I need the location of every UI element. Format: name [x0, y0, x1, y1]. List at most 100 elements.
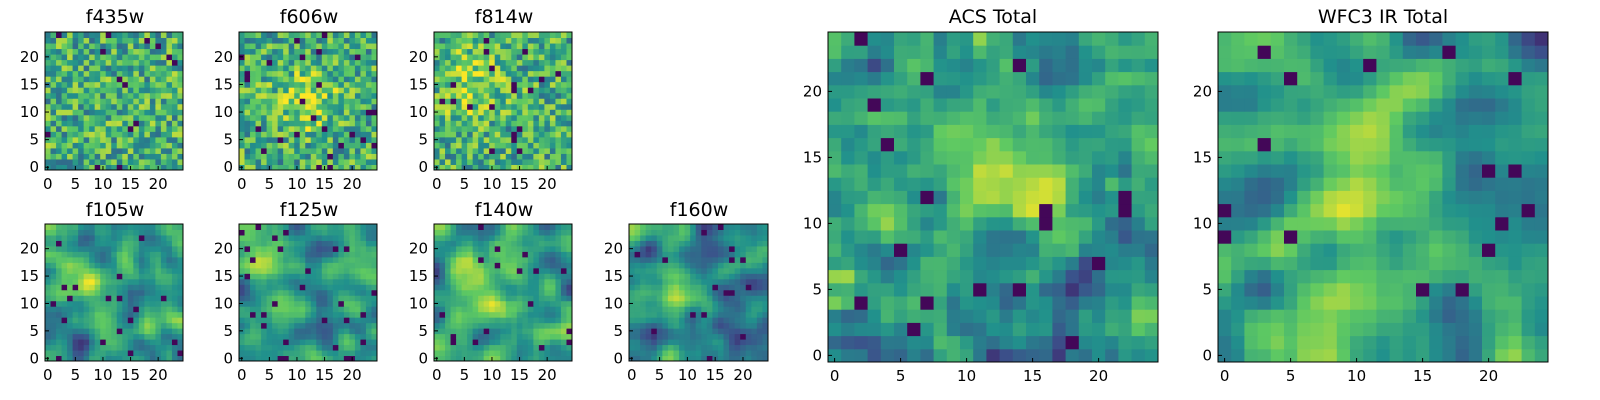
heatmap-cell [72, 256, 79, 263]
heatmap-cell [549, 54, 556, 61]
heatmap-cell [305, 311, 312, 318]
heatmap-cell [566, 76, 573, 83]
heatmap-cell [72, 278, 79, 285]
heatmap-cell [907, 164, 921, 178]
heatmap-cell [516, 103, 523, 110]
heatmap-cell [483, 234, 490, 241]
heatmap-cell [316, 251, 323, 258]
heatmap-cell [149, 328, 156, 335]
heatmap-cell [160, 76, 167, 83]
heatmap-cell [740, 306, 747, 313]
heatmap-cell [78, 153, 85, 160]
heatmap-cell [56, 120, 63, 127]
heatmap-cell [494, 158, 501, 165]
heatmap-cell [127, 43, 134, 50]
heatmap-cell [50, 267, 57, 274]
heatmap-cell [45, 92, 52, 99]
heatmap-cell [679, 344, 686, 351]
heatmap-cell [533, 234, 540, 241]
heatmap-cell [1144, 203, 1159, 218]
heatmap-cell [171, 103, 178, 110]
heatmap-cell [729, 234, 736, 241]
heatmap-cell [144, 43, 151, 50]
heatmap-cell [1065, 216, 1080, 231]
heatmap-cell [505, 65, 512, 72]
heatmap-cell [472, 87, 479, 94]
heatmap-cell [354, 322, 361, 329]
heatmap-cell [277, 328, 284, 335]
heatmap-cell [756, 355, 763, 362]
heatmap-cell [272, 295, 279, 302]
heatmap-cell [72, 344, 79, 351]
heatmap-cell [72, 240, 79, 247]
heatmap-cell [456, 306, 463, 313]
heatmap-cell [483, 147, 490, 154]
heatmap-cell [288, 114, 295, 121]
heatmap-cell [111, 43, 118, 50]
heatmap-cell [439, 240, 446, 247]
heatmap-cell [321, 240, 328, 247]
y-tick-label: 0 [418, 158, 428, 176]
heatmap-cell [478, 339, 485, 346]
heatmap-cell [89, 32, 96, 39]
heatmap-cell [50, 32, 57, 39]
heatmap-cell [354, 125, 361, 132]
heatmap-cell [338, 65, 345, 72]
heatmap-cell [756, 262, 763, 269]
heatmap-cell [527, 81, 534, 88]
y-tick-label: 20 [20, 240, 39, 258]
heatmap-cell [127, 245, 134, 252]
heatmap-cell [105, 164, 112, 171]
heatmap-cell [250, 142, 257, 149]
heatmap-cell [50, 262, 57, 269]
heatmap-cell [56, 76, 63, 83]
heatmap-cell [445, 153, 452, 160]
heatmap-cell [327, 59, 334, 66]
heatmap-cell [177, 339, 184, 346]
heatmap-cell [762, 317, 769, 324]
heatmap-cell [695, 295, 702, 302]
heatmap-cell [127, 224, 134, 230]
heatmap-cell [478, 240, 485, 247]
heatmap-cell [679, 273, 686, 280]
heatmap-cell [365, 81, 372, 88]
heatmap-cell [171, 322, 178, 329]
heatmap-cell [144, 234, 151, 241]
heatmap-cell [89, 311, 96, 318]
heatmap-cell [354, 158, 361, 165]
heatmap-cell [841, 282, 855, 297]
heatmap-cell [566, 109, 573, 116]
heatmap-cell [78, 234, 85, 241]
heatmap-cell [255, 131, 262, 138]
heatmap-cell [144, 289, 151, 296]
heatmap-cell [756, 306, 763, 313]
heatmap-cell [828, 203, 842, 218]
heatmap-cell [723, 355, 730, 362]
heatmap-cell [171, 158, 178, 165]
heatmap-cell [266, 103, 273, 110]
x-tick-label: 10 [287, 366, 306, 384]
heatmap-cell [500, 142, 507, 149]
heatmap-cell [745, 245, 752, 252]
heatmap-cell [105, 59, 112, 66]
heatmap-cell [986, 150, 1001, 165]
heatmap-cell [177, 153, 184, 160]
heatmap-cell [316, 322, 323, 329]
heatmap-cell [434, 350, 441, 357]
heatmap-cell [505, 32, 512, 39]
heatmap-cell [327, 284, 334, 291]
heatmap-cell [111, 311, 118, 318]
heatmap-cell [171, 278, 178, 285]
heatmap-cell [566, 229, 573, 236]
heatmap-cell [1039, 335, 1053, 350]
heatmap-cell [133, 355, 140, 362]
y-tick-label: 0 [418, 349, 428, 367]
heatmap-cell [277, 131, 284, 138]
heatmap-cell [255, 32, 262, 39]
heatmap-cell [239, 306, 246, 313]
heatmap-cell [456, 229, 463, 236]
heatmap-cell [740, 295, 747, 302]
heatmap-cell [272, 48, 279, 55]
heatmap-cell [89, 300, 96, 307]
heatmap-cell [244, 153, 251, 160]
